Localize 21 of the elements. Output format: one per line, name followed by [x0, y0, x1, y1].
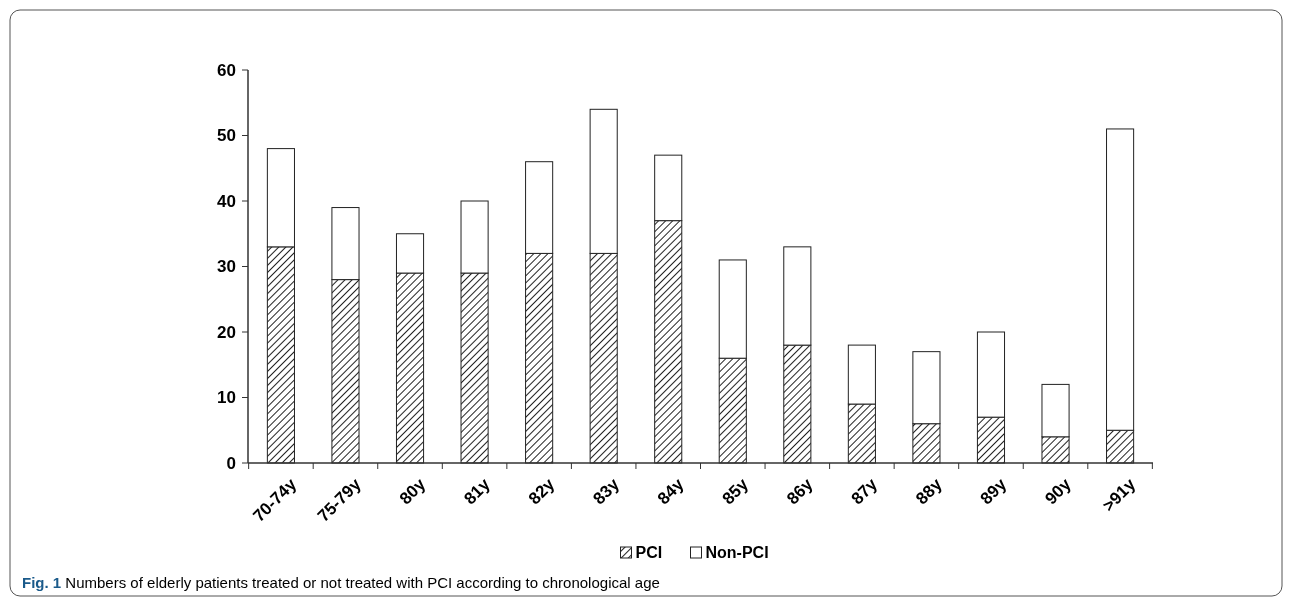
x-tick-label: 80y: [395, 474, 430, 509]
x-tick-label: 83y: [589, 474, 624, 509]
caption: Fig. 1 Numbers of elderly patients treated or not treated with PCI according to chronological age: [22, 574, 660, 591]
y-tick-label: 50: [217, 126, 236, 146]
x-tick-label: 84y: [653, 474, 688, 509]
y-tick-label: 40: [217, 191, 236, 211]
x-tick-label: 89y: [976, 474, 1011, 509]
y-tick-label: 60: [217, 60, 236, 80]
x-tick-label: 90y: [1041, 474, 1076, 509]
x-tick-label: 87y: [847, 474, 882, 509]
x-tick-label: 86y: [783, 474, 817, 509]
y-tick-label: 10: [217, 388, 236, 408]
x-tick-label: 81y: [460, 474, 495, 509]
legend-label: PCI: [635, 544, 663, 561]
y-tick-label: 0: [226, 453, 236, 473]
y-tick-label: 20: [217, 322, 236, 342]
x-tick-label: 82y: [524, 474, 559, 509]
legend-label: Non-PCI: [705, 544, 769, 561]
x-tick-label: 85y: [718, 474, 753, 509]
y-tick-label: 30: [217, 257, 236, 277]
x-tick-label: 88y: [912, 474, 947, 509]
